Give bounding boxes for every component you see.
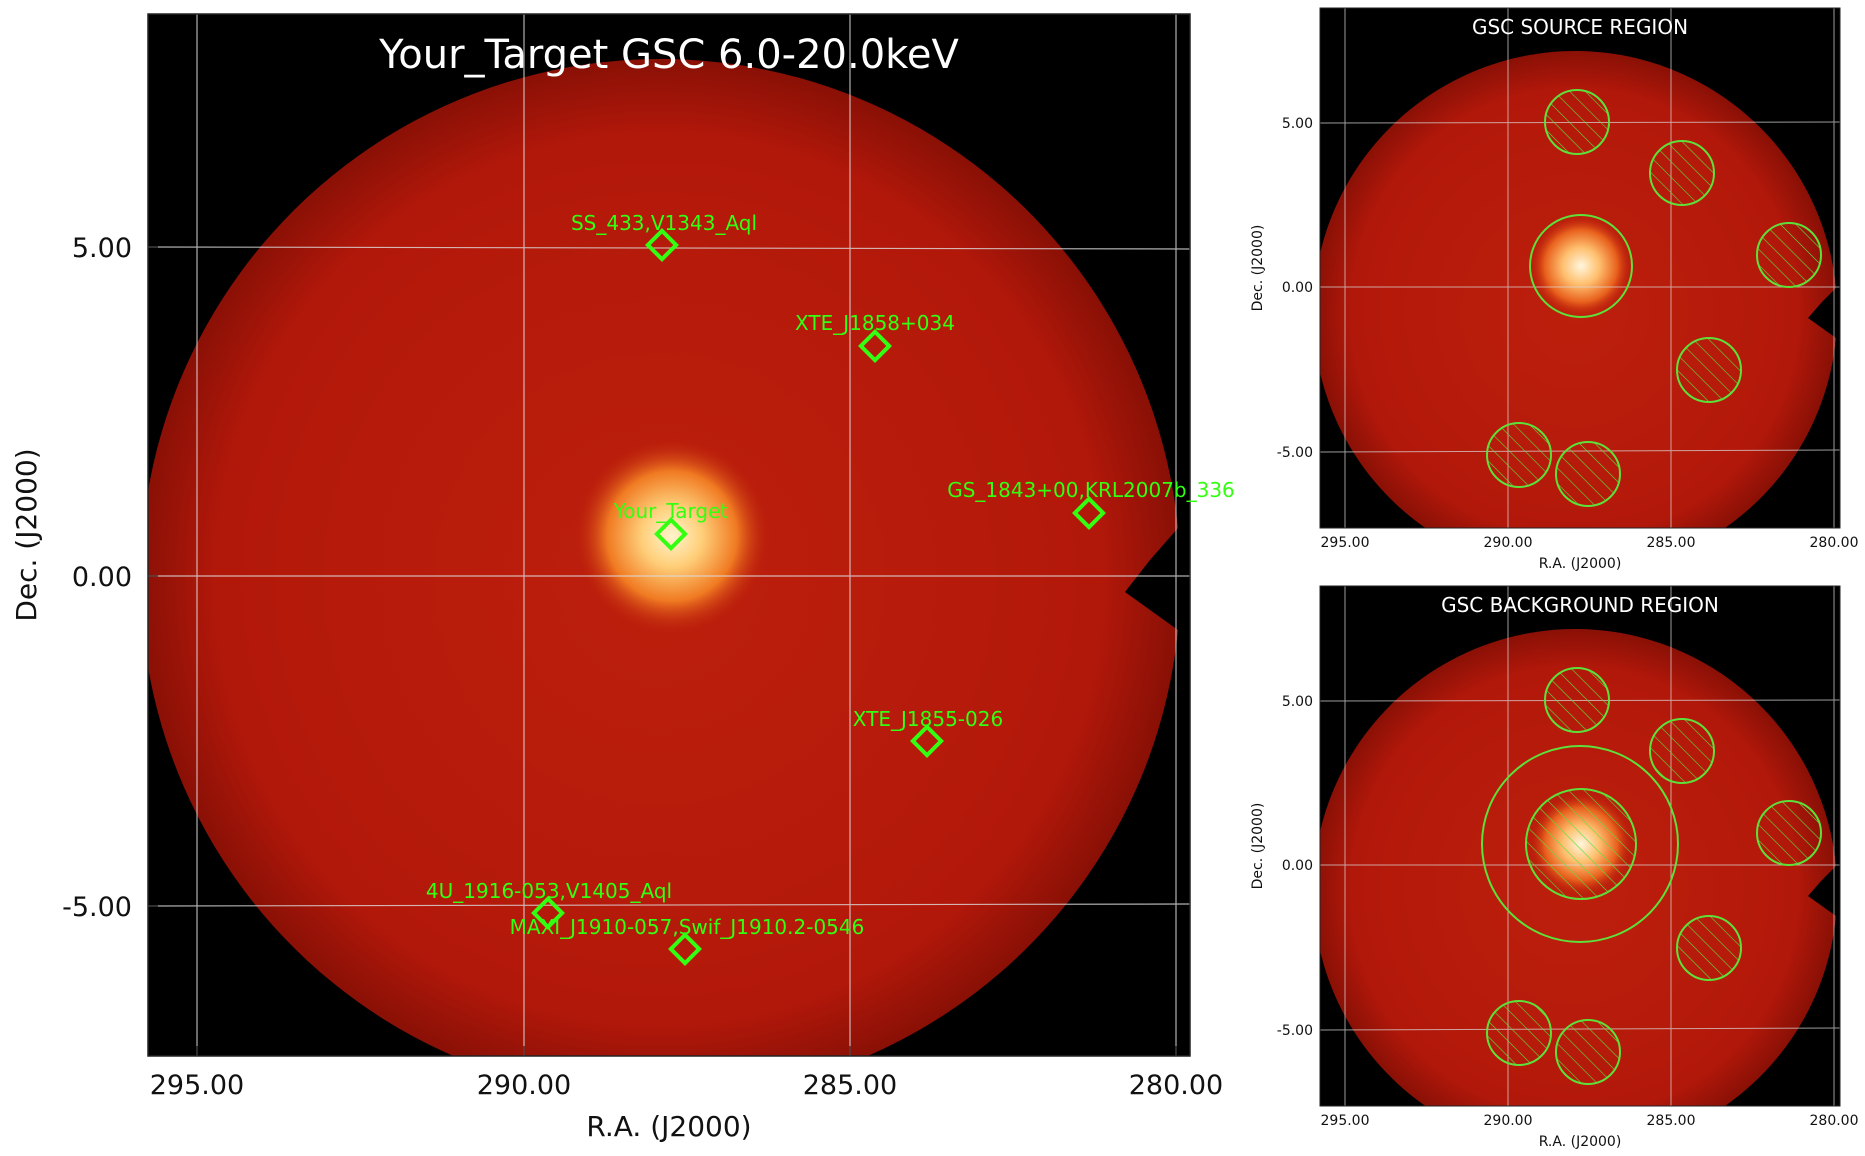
excluded-region-circle[interactable] [1486,1000,1552,1066]
source-marker-4u1916[interactable] [531,896,565,930]
source-region-panel: GSC SOURCE REGION 295.00 290.00 285.00 2… [1250,7,1859,572]
main-x-axis-label: R.A. (J2000) [586,1110,751,1143]
source-marker-xte-j1858[interactable] [858,329,892,363]
background-panel-x-tick-labels: 295.00 290.00 285.00 280.00 [1321,1113,1859,1129]
source-label-gs1843: GS_1843+00,KRL2007b_336 [947,478,1235,502]
main-map-panel: Your_Target GSC 6.0-20.0keV SS_433,V1343… [10,13,1235,1143]
main-x-tick-label: 295.00 [150,1070,244,1101]
main-y-tick-label: 0.00 [72,562,132,593]
main-y-tick-labels: 5.00 0.00 -5.00 [62,233,132,923]
source-panel-frame [1319,7,1841,529]
source-panel-y-axis-label: Dec. (J2000) [1250,225,1266,312]
excluded-region-circle[interactable] [1544,667,1610,733]
source-marker-ss433[interactable] [645,228,679,262]
source-panel-target-glow [1529,214,1633,318]
source-label-your-target: Your_Target [613,499,729,523]
background-x-tick-label: 280.00 [1810,1113,1859,1129]
excluded-region-circle[interactable] [1555,441,1621,507]
source-x-tick-label: 280.00 [1810,535,1859,551]
background-y-tick-label: 0.00 [1282,858,1313,874]
source-panel-title: GSC SOURCE REGION [1472,15,1688,39]
excluded-region-circle[interactable] [1676,337,1742,403]
background-panel-frame [1319,585,1841,1107]
background-panel-regions [1481,667,1822,1085]
main-ticks [148,246,1177,1056]
source-label-xte-j1855: XTE_J1855-026 [853,707,1003,731]
main-y-tick-label: -5.00 [62,892,132,923]
main-x-tick-label: 285.00 [803,1070,897,1101]
excluded-region-circle[interactable] [1756,800,1822,866]
main-grid [148,14,1190,1056]
source-x-tick-label: 295.00 [1321,535,1370,551]
excluded-region-circle[interactable] [1649,140,1715,206]
excluded-region-circle[interactable] [1676,915,1742,981]
main-x-tick-label: 280.00 [1129,1070,1223,1101]
source-panel-y-tick-labels: 5.00 0.00 -5.00 [1277,116,1313,461]
source-label-4u1916: 4U_1916-053,V1405_Aql [426,879,672,903]
source-y-tick-label: 0.00 [1282,280,1313,296]
source-y-tick-label: 5.00 [1282,116,1313,132]
source-label-ss433: SS_433,V1343_Aql [571,211,757,235]
source-panel-x-tick-labels: 295.00 290.00 285.00 280.00 [1321,535,1859,551]
excluded-region-circle[interactable] [1555,1019,1621,1085]
main-source-markers [531,228,1106,966]
source-marker-your-target[interactable] [654,517,688,551]
source-marker-maxi-j1910[interactable] [668,932,702,966]
source-panel-x-axis-label: R.A. (J2000) [1539,556,1622,572]
excluded-region-circle[interactable] [1486,422,1552,488]
main-x-tick-labels: 295.00 290.00 285.00 280.00 [150,1070,1223,1101]
main-source-labels: SS_433,V1343_Aql XTE_J1858+034 Your_Targ… [426,211,1235,939]
background-panel-y-axis-label: Dec. (J2000) [1250,803,1266,890]
source-marker-xte-j1855[interactable] [910,724,944,758]
excluded-region-circle[interactable] [1756,222,1822,288]
excluded-region-circle[interactable] [1649,718,1715,784]
background-x-tick-label: 290.00 [1484,1113,1533,1129]
background-annulus-outer[interactable] [1481,745,1679,943]
background-region-panel: GSC BACKGROUND REGION 295.00 290.00 285.… [1250,585,1859,1150]
background-panel-title: GSC BACKGROUND REGION [1441,593,1719,617]
source-marker-gs1843[interactable] [1072,496,1106,530]
source-x-tick-label: 290.00 [1484,535,1533,551]
source-panel-regions [1486,89,1822,507]
background-annulus-inner[interactable] [1525,788,1637,900]
source-label-xte-j1858: XTE_J1858+034 [795,311,955,335]
main-map-frame [147,13,1191,1057]
background-panel-y-tick-labels: 5.00 0.00 -5.00 [1277,694,1313,1039]
excluded-region-circle[interactable] [1544,89,1610,155]
background-panel-x-axis-label: R.A. (J2000) [1539,1134,1622,1150]
source-y-tick-label: -5.00 [1277,445,1313,461]
background-x-tick-label: 295.00 [1321,1113,1370,1129]
source-label-maxi-j1910: MAXI_J1910-057,Swif_J1910.2-0546 [510,915,865,939]
main-target-glow [572,436,772,636]
background-y-tick-label: -5.00 [1277,1023,1313,1039]
main-y-axis-label: Dec. (J2000) [10,448,43,621]
source-x-tick-label: 285.00 [1647,535,1696,551]
main-y-tick-label: 5.00 [72,233,132,264]
source-region-circle[interactable] [1529,214,1633,318]
main-title: Your_Target GSC 6.0-20.0keV [378,32,959,78]
main-x-tick-label: 290.00 [477,1070,571,1101]
background-x-tick-label: 285.00 [1647,1113,1696,1129]
background-y-tick-label: 5.00 [1282,694,1313,710]
